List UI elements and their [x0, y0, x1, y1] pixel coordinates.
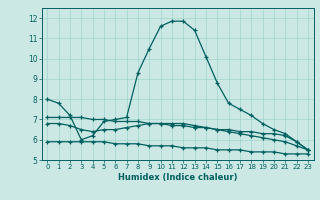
X-axis label: Humidex (Indice chaleur): Humidex (Indice chaleur) [118, 173, 237, 182]
